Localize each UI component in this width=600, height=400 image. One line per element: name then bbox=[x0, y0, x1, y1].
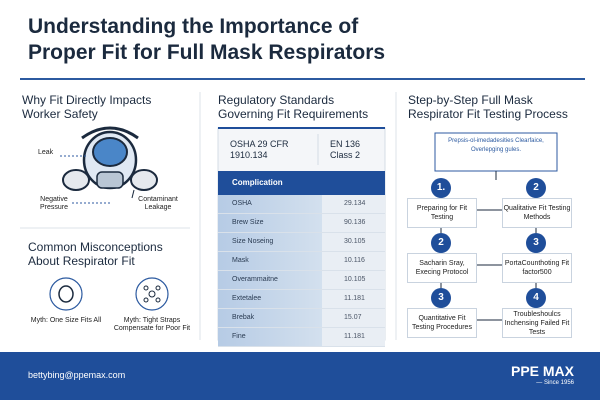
table-header: EN 136 Class 2 bbox=[330, 139, 361, 160]
table-row: Overammaitne 10.105 bbox=[218, 271, 385, 290]
table-cell: Brew Size bbox=[218, 214, 322, 232]
note-box bbox=[434, 132, 558, 172]
table-cell: Overammaitne bbox=[218, 271, 322, 289]
table-cell: 90.136 bbox=[322, 214, 385, 232]
table-row: Extetalee 11.181 bbox=[218, 290, 385, 309]
footer-email: bettybing@ppemax.com bbox=[28, 370, 126, 380]
step-label: Sacharin Sray, Execing Protocol bbox=[407, 253, 477, 283]
table-row: Mask 10.116 bbox=[218, 252, 385, 271]
table-cell: 30.105 bbox=[322, 233, 385, 251]
table-row: OSHA 29.134 bbox=[218, 195, 385, 214]
step-number: 3 bbox=[526, 233, 546, 253]
section-title: Step-by-Step Full Mask Respirator Fit Te… bbox=[408, 93, 568, 121]
process-note: Prepsis-ol-imedadesities Clearfaice, Ove… bbox=[448, 138, 544, 153]
table-cell: 11.181 bbox=[322, 290, 385, 308]
table-row: Fine 11.181 bbox=[218, 328, 385, 347]
table-row: Brebak 15.07 bbox=[218, 309, 385, 328]
title: Understanding the Importance of Proper F… bbox=[28, 15, 386, 64]
step-label: PortaCounthoting Fit factor500 bbox=[502, 253, 572, 283]
table-cell: 15.07 bbox=[322, 309, 385, 327]
table-body: OSHA 29.134 Brew Size 90.136 Size Noseing 30.… bbox=[218, 195, 385, 347]
table-cell: 10.105 bbox=[322, 271, 385, 289]
table-section: Complication bbox=[232, 178, 283, 187]
footer-band bbox=[0, 352, 600, 400]
mask-illustration bbox=[60, 126, 158, 204]
step-number: 1. bbox=[431, 178, 451, 198]
icon-mask bbox=[58, 285, 74, 303]
process-arrows bbox=[440, 171, 537, 321]
table-cell: Mask bbox=[218, 252, 322, 270]
myth-caption: Myth: One Size Fits All bbox=[30, 317, 102, 324]
step-number: 4 bbox=[526, 288, 546, 308]
table-cell: Brebak bbox=[218, 309, 322, 327]
table-row: Size Noseing 30.105 bbox=[218, 233, 385, 252]
diagram-label: Leak bbox=[38, 149, 54, 156]
diagram-label: Negative Pressure bbox=[39, 196, 68, 211]
table-cell: OSHA bbox=[218, 195, 322, 213]
table-cell: 29.134 bbox=[322, 195, 385, 213]
section-title: Why Fit Directly Impacts Worker Safety bbox=[22, 93, 152, 121]
section-title: Regulatory Standards Governing Fit Requi… bbox=[218, 93, 369, 121]
step-number: 3 bbox=[431, 288, 451, 308]
section-title: Common Misconceptions About Respirator F… bbox=[28, 240, 163, 268]
myth-caption: Myth: Tight Straps Compensate for Poor F… bbox=[113, 317, 191, 332]
table-section-bar bbox=[218, 171, 385, 195]
step-number: 2 bbox=[431, 233, 451, 253]
footer-brand: PPE MAX bbox=[510, 363, 574, 379]
table-row: Brew Size 90.136 bbox=[218, 214, 385, 233]
step-label: Qualitative Fit Testing Methods bbox=[502, 198, 572, 228]
table-cell: Extetalee bbox=[218, 290, 322, 308]
table-cell: 10.116 bbox=[322, 252, 385, 270]
step-label: Troubleshoulcs Inchensing Failed Fit Tes… bbox=[502, 308, 572, 338]
table-cell: 11.181 bbox=[322, 328, 385, 346]
step-label: Quantitative Fit Testing Procedures bbox=[407, 308, 477, 338]
table-header: OSHA 29 CFR 1910.134 bbox=[230, 139, 289, 160]
diagram-label: Contaminant Leakage bbox=[138, 196, 178, 211]
step-number: 2 bbox=[526, 178, 546, 198]
table-cell: Size Noseing bbox=[218, 233, 322, 251]
footer-since: — Since 1956 bbox=[536, 380, 574, 386]
table-cell: Fine bbox=[218, 328, 322, 346]
icon-circle bbox=[49, 277, 83, 311]
icon-straps bbox=[143, 285, 161, 303]
icon-circle bbox=[135, 277, 169, 311]
step-label: Preparing for Fit Testing bbox=[407, 198, 477, 228]
